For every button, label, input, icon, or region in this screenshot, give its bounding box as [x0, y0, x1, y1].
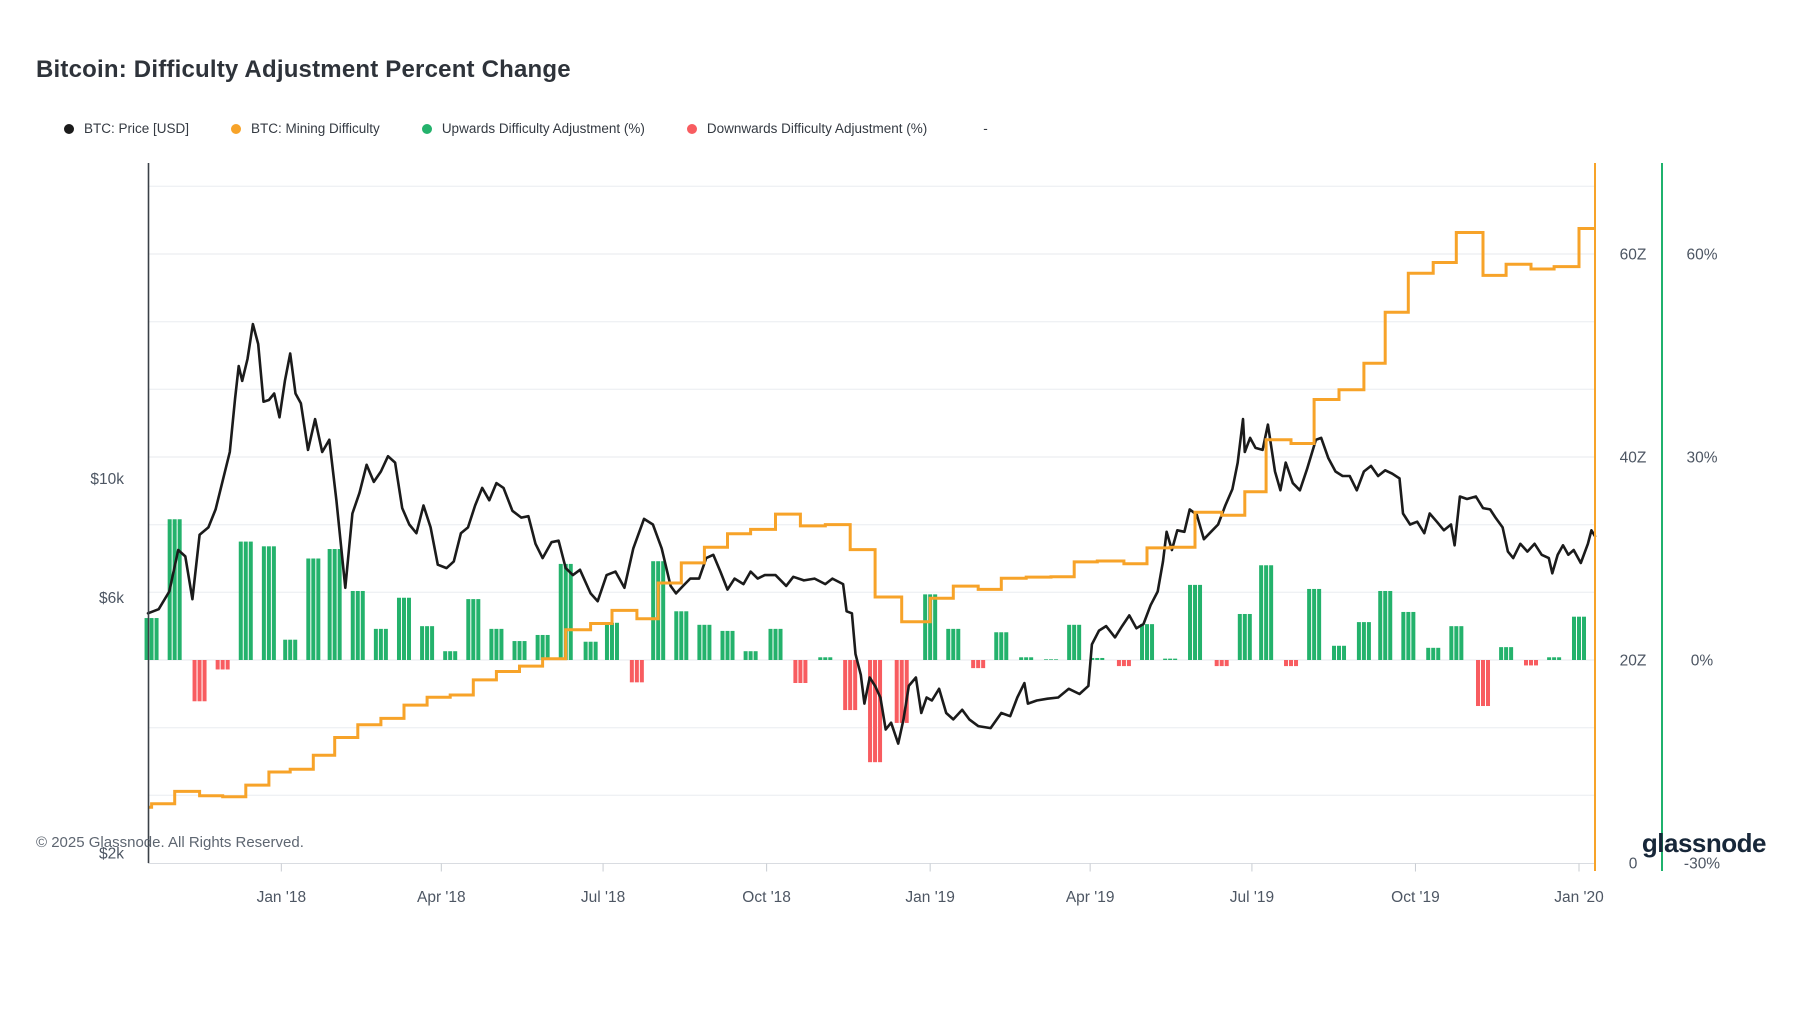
legend-item-label: BTC: Price [USD] — [84, 121, 190, 136]
legend-dot-icon — [686, 123, 697, 134]
legend-item-0[interactable]: BTC: Price [USD] — [64, 121, 189, 136]
x-axis-label: Jan '18 — [257, 889, 307, 906]
x-axis-label: Apr '18 — [417, 889, 466, 906]
x-axis-label: Oct '19 — [1391, 889, 1440, 906]
axis-labels: $10k $6k $2k 60Z 40Z 20Z 0 60% 30% 0% -30% Jan '18 A… — [90, 247, 1720, 907]
axis-lines — [147, 163, 1663, 871]
legend-item-2[interactable]: Upwards Difficulty Adjustment (%) — [421, 121, 645, 136]
y-axis-difficulty-label: 40Z — [1620, 450, 1647, 467]
legend-item-label: Downwards Difficulty Adjustment (%) — [706, 121, 928, 136]
x-axis-label: Oct '18 — [742, 889, 791, 906]
legend-item-label: Upwards Difficulty Adjustment (%) — [441, 121, 645, 136]
y-axis-percent-label: 30% — [1686, 450, 1717, 467]
legend-item-3[interactable]: Downwards Difficulty Adjustment (%) — [686, 121, 928, 136]
legend-item-label: BTC: Mining Difficulty — [251, 121, 380, 136]
page-title: Bitcoin: Difficulty Adjustment Percent C… — [36, 56, 571, 84]
legend-extra-dash: - — [983, 121, 988, 136]
btc-price-line — [146, 322, 1597, 745]
legend-dot-icon — [421, 123, 432, 134]
page-footer: © 2025 Glassnode. All Rights Reserved. g… — [0, 828, 1800, 868]
x-axis-label: Jul '18 — [581, 889, 625, 906]
mining-difficulty-line — [148, 227, 1595, 809]
x-axis-label: Apr '19 — [1066, 889, 1115, 906]
y-axis-percent-label: -30% — [1684, 856, 1720, 873]
legend-dot-icon — [231, 123, 242, 134]
y-axis-difficulty-label: 20Z — [1620, 653, 1647, 670]
y-axis-price-label: $6k — [99, 590, 124, 607]
glassnode-logo[interactable]: glassnode — [1641, 828, 1767, 858]
x-axis-label: Jan '19 — [905, 889, 955, 906]
copyright-text: © 2025 Glassnode. All Rights Reserved. — [36, 834, 304, 851]
y-axis-price-label: $10k — [90, 471, 124, 488]
y-axis-difficulty-label: 60Z — [1620, 247, 1647, 264]
x-axis-label: Jan '20 — [1554, 889, 1604, 906]
y-axis-price-label: $2k — [99, 846, 124, 863]
chart-legend: BTC: Price [USD] BTC: Mining Difficulty Up… — [64, 121, 988, 136]
y-axis-percent-label: 0% — [1691, 653, 1714, 670]
legend-item-1[interactable]: BTC: Mining Difficulty — [231, 121, 380, 136]
y-axis-percent-label: 60% — [1686, 247, 1717, 264]
difficulty-adjustment-bars — [144, 519, 1587, 763]
x-axis-label: Jul '19 — [1230, 889, 1274, 906]
legend-dot-icon — [64, 123, 74, 134]
y-axis-difficulty-label: 0 — [1629, 856, 1638, 873]
